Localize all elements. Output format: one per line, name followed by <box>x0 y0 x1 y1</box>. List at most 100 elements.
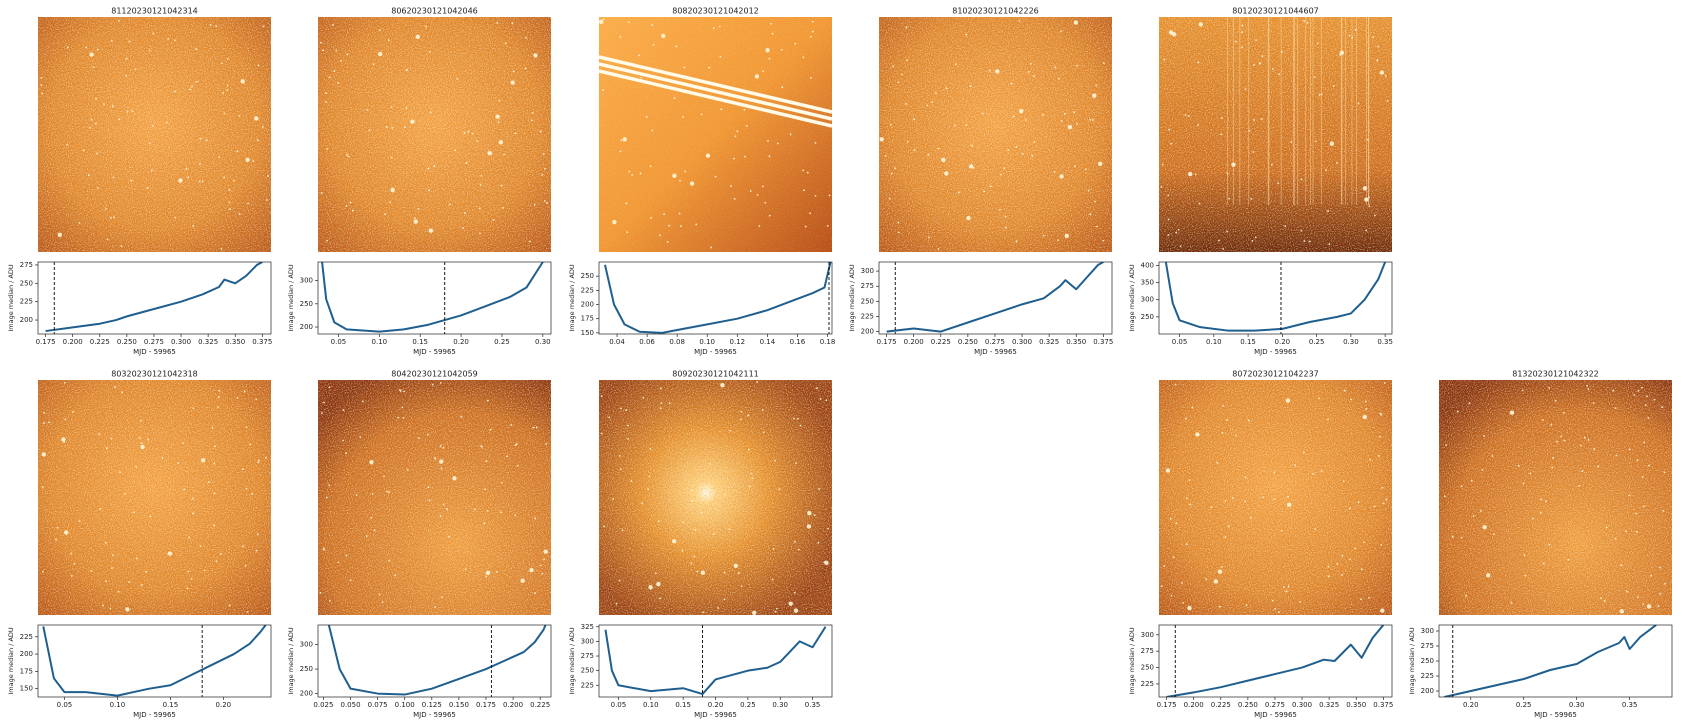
data-line <box>42 625 267 697</box>
y-tick-label: 300 <box>1141 296 1154 304</box>
x-tick-label: 0.15 <box>163 701 179 709</box>
y-tick-label: 200 <box>581 301 594 309</box>
y-tick-label: 225 <box>1421 672 1434 680</box>
y-tick-label: 225 <box>20 633 33 641</box>
y-axis-label: Image median / ADU <box>287 264 295 332</box>
x-tick-label: 0.250 <box>958 338 978 346</box>
y-tick-label: 250 <box>300 300 313 308</box>
y-tick-label: 150 <box>20 685 33 693</box>
panel-title: 80720230121042237 <box>1232 370 1319 379</box>
sky-image <box>1159 380 1392 615</box>
plot-frame <box>317 624 552 698</box>
plot-frame <box>1438 624 1673 698</box>
x-tick-label: 0.10 <box>372 338 388 346</box>
y-tick-label: 300 <box>861 267 874 275</box>
x-tick-label: 0.250 <box>1238 701 1258 709</box>
y-axis-label: Image median / ADU <box>7 264 15 332</box>
x-tick-label: 0.05 <box>1172 338 1188 346</box>
x-tick-label: 0.20 <box>216 701 232 709</box>
sky-image <box>318 17 551 252</box>
sky-image <box>318 380 551 615</box>
y-tick-label: 400 <box>1141 261 1154 269</box>
y-tick-label: 175 <box>581 315 594 323</box>
y-tick-label: 225 <box>1141 680 1154 688</box>
y-tick-label: 225 <box>581 286 594 294</box>
x-tick-label: 0.10 <box>1206 338 1222 346</box>
y-tick-label: 250 <box>1421 657 1434 665</box>
x-tick-label: 0.300 <box>1292 701 1312 709</box>
x-axis-label: MJD - 59965 <box>413 711 456 719</box>
x-tick-label: 0.18 <box>820 338 836 346</box>
x-tick-label: 0.35 <box>1377 338 1393 346</box>
x-tick-label: 0.375 <box>252 338 272 346</box>
y-tick-label: 225 <box>581 681 594 689</box>
x-tick-label: 0.05 <box>331 338 347 346</box>
y-tick-label: 250 <box>861 297 874 305</box>
x-tick-label: 0.275 <box>1265 701 1285 709</box>
y-axis-label: Image median / ADU <box>848 264 856 332</box>
x-axis-label: MJD - 59965 <box>694 348 737 356</box>
panel: 80920230121042111 0.05 0.10 0.15 0.20 0.25 0.3… <box>568 370 833 719</box>
panel-title: 80120230121044607 <box>1232 7 1319 16</box>
x-tick-label: 0.15 <box>675 701 691 709</box>
sky-image <box>38 380 271 615</box>
x-tick-label: 0.20 <box>1275 338 1291 346</box>
y-tick-label: 250 <box>300 665 313 673</box>
x-tick-label: 0.12 <box>729 338 745 346</box>
y-axis-label: Image median / ADU <box>1128 627 1136 695</box>
y-axis-label: Image median / ADU <box>1128 264 1136 332</box>
x-tick-label: 0.175 <box>877 338 897 346</box>
data-line <box>1164 262 1387 332</box>
panel: 80120230121044607 0.05 0.10 0.15 0.20 0.25 0.3… <box>1128 7 1393 357</box>
panel-title: 80620230121042046 <box>391 7 478 16</box>
plot-frame <box>317 261 552 335</box>
y-tick-label: 250 <box>581 667 594 675</box>
x-tick-label: 0.300 <box>1012 338 1032 346</box>
x-tick-label: 0.25 <box>740 701 756 709</box>
data-line <box>1166 625 1385 697</box>
y-tick-label: 250 <box>581 272 594 280</box>
panel: 80820230121042012 0.04 0.06 0.08 0.10 0.12 0.1… <box>568 7 835 357</box>
panel-title: 80420230121042059 <box>391 370 478 379</box>
x-tick-label: 0.325 <box>198 338 218 346</box>
x-tick-label: 0.375 <box>1093 338 1113 346</box>
panel: 80720230121042237 0.175 0.200 0.225 0.250 0.2… <box>1128 370 1393 720</box>
x-tick-label: 0.20 <box>1463 701 1479 709</box>
x-tick-label: 0.100 <box>395 701 415 709</box>
data-line <box>604 262 832 334</box>
x-tick-label: 0.30 <box>1569 701 1585 709</box>
x-tick-label: 0.175 <box>1157 701 1177 709</box>
x-tick-label: 0.15 <box>1240 338 1256 346</box>
x-tick-label: 0.200 <box>63 338 83 346</box>
x-tick-label: 0.350 <box>1066 338 1086 346</box>
x-tick-label: 0.08 <box>669 338 685 346</box>
x-axis-label: MJD - 59965 <box>974 348 1017 356</box>
x-tick-label: 0.25 <box>1516 701 1532 709</box>
x-tick-label: 0.050 <box>340 701 360 709</box>
sky-image <box>598 17 833 252</box>
x-tick-label: 0.35 <box>805 701 821 709</box>
plot-frame <box>878 261 1113 335</box>
panel: 81020230121042226 0.175 0.200 0.225 0.250 0.2… <box>848 7 1113 357</box>
x-tick-label: 0.325 <box>1319 701 1339 709</box>
data-line <box>604 626 827 696</box>
x-tick-label: 0.06 <box>639 338 655 346</box>
y-tick-label: 275 <box>20 261 33 269</box>
x-tick-label: 0.175 <box>476 701 496 709</box>
panel-title: 81120230121042314 <box>111 7 198 16</box>
y-tick-label: 275 <box>581 652 594 660</box>
x-tick-label: 0.375 <box>1373 701 1393 709</box>
y-tick-label: 300 <box>581 637 594 645</box>
sky-image <box>1439 380 1672 615</box>
x-tick-label: 0.30 <box>535 338 551 346</box>
x-tick-label: 0.300 <box>171 338 191 346</box>
panel: 80620230121042046 0.05 0.10 0.15 0.20 0.25 0.3… <box>287 7 552 356</box>
plot-frame <box>37 261 272 335</box>
panel: 80420230121042059 0.025 0.050 0.075 0.100 0.1… <box>287 370 552 719</box>
x-tick-label: 0.200 <box>1184 701 1204 709</box>
x-tick-label: 0.275 <box>144 338 164 346</box>
y-tick-label: 200 <box>861 328 874 336</box>
y-axis-label: Image median / ADU <box>1408 627 1416 695</box>
x-tick-label: 0.200 <box>904 338 924 346</box>
